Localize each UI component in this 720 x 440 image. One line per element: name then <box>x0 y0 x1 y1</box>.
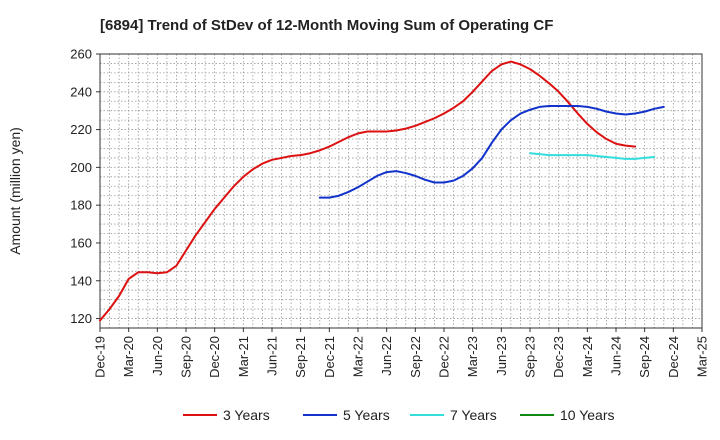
legend-label-5-years: 5 Years <box>343 407 390 423</box>
y-tick-label: 160 <box>70 235 92 250</box>
x-tick-label: Jun-24 <box>609 336 624 376</box>
x-tick-label: Dec-19 <box>93 336 108 378</box>
x-tick-label: Sep-23 <box>523 336 538 378</box>
x-tick-label: Mar-23 <box>465 336 480 377</box>
series-line-3-years <box>99 60 637 322</box>
x-tick-label: Jun-21 <box>265 336 280 376</box>
x-tick-label: Mar-20 <box>121 336 136 377</box>
x-axis-ticks: Dec-19 Mar-20 Jun-20 Sep-20 Dec-20 Mar-21 Jun-… <box>93 328 710 378</box>
x-tick-label: Dec-24 <box>666 336 681 378</box>
y-axis-label: Amount (million yen) <box>7 127 23 255</box>
series-line-5-years <box>318 104 665 199</box>
x-tick-label: Jun-23 <box>494 336 509 376</box>
x-tick-label: Sep-21 <box>293 336 308 378</box>
series-lines <box>99 60 665 322</box>
series-line-7-years <box>529 152 656 160</box>
y-tick-label: 120 <box>70 311 92 326</box>
x-tick-label: Sep-20 <box>179 336 194 378</box>
x-tick-label: Dec-20 <box>207 336 222 378</box>
chart-title: [6894] Trend of StDev of 12-Month Moving… <box>100 17 553 34</box>
x-tick-label: Sep-22 <box>408 336 423 378</box>
y-tick-label: 200 <box>70 160 92 175</box>
x-tick-label: Jun-22 <box>379 336 394 376</box>
y-axis-ticks: 120 140 160 180 200 220 240 260 <box>70 47 100 326</box>
x-tick-label: Mar-25 <box>695 336 710 377</box>
x-tick-label: Dec-21 <box>322 336 337 378</box>
legend-label-3-years: 3 Years <box>223 407 270 423</box>
y-tick-label: 240 <box>70 84 92 99</box>
x-tick-label: Mar-22 <box>351 336 366 377</box>
x-tick-label: Mar-21 <box>236 336 251 377</box>
x-tick-label: Dec-22 <box>437 336 452 378</box>
x-tick-label: Sep-24 <box>637 336 652 378</box>
legend: 3 Years 5 Years 7 Years 10 Years <box>183 407 615 423</box>
legend-label-10-years: 10 Years <box>560 407 615 423</box>
y-tick-label: 220 <box>70 122 92 137</box>
y-tick-label: 260 <box>70 47 92 62</box>
y-tick-label: 180 <box>70 198 92 213</box>
plot-frame <box>99 53 703 329</box>
x-tick-label: Jun-20 <box>150 336 165 376</box>
y-tick-label: 140 <box>70 273 92 288</box>
grid <box>100 54 702 328</box>
x-tick-label: Dec-23 <box>551 336 566 378</box>
legend-label-7-years: 7 Years <box>450 407 497 423</box>
x-tick-label: Mar-24 <box>580 336 595 377</box>
